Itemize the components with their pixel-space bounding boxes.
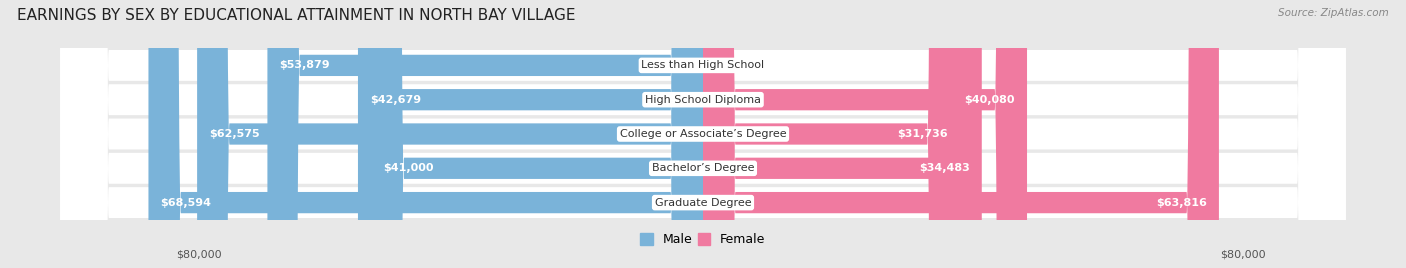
Legend: Male, Female: Male, Female [636, 228, 770, 251]
Text: High School Diploma: High School Diploma [645, 95, 761, 105]
FancyBboxPatch shape [371, 0, 703, 268]
Text: $34,483: $34,483 [920, 163, 970, 173]
Text: EARNINGS BY SEX BY EDUCATIONAL ATTAINMENT IN NORTH BAY VILLAGE: EARNINGS BY SEX BY EDUCATIONAL ATTAINMEN… [17, 8, 575, 23]
FancyBboxPatch shape [60, 0, 1346, 268]
Text: $68,594: $68,594 [160, 198, 211, 208]
Text: $42,679: $42,679 [370, 95, 422, 105]
FancyBboxPatch shape [149, 0, 703, 268]
Text: Less than High School: Less than High School [641, 60, 765, 70]
Text: $62,575: $62,575 [209, 129, 260, 139]
FancyBboxPatch shape [267, 0, 703, 268]
FancyBboxPatch shape [60, 0, 1346, 268]
Text: Graduate Degree: Graduate Degree [655, 198, 751, 208]
Text: $40,080: $40,080 [965, 95, 1015, 105]
Text: $53,879: $53,879 [280, 60, 330, 70]
Text: $63,816: $63,816 [1156, 198, 1206, 208]
Text: $80,000: $80,000 [176, 250, 221, 260]
Text: $0: $0 [716, 60, 730, 70]
FancyBboxPatch shape [703, 0, 981, 268]
FancyBboxPatch shape [60, 0, 1346, 268]
Text: $31,736: $31,736 [897, 129, 948, 139]
FancyBboxPatch shape [703, 0, 1026, 268]
FancyBboxPatch shape [60, 0, 1346, 268]
FancyBboxPatch shape [703, 0, 727, 268]
FancyBboxPatch shape [359, 0, 703, 268]
Text: $41,000: $41,000 [384, 163, 434, 173]
Text: Source: ZipAtlas.com: Source: ZipAtlas.com [1278, 8, 1389, 18]
FancyBboxPatch shape [197, 0, 703, 268]
FancyBboxPatch shape [703, 0, 959, 268]
FancyBboxPatch shape [703, 0, 1219, 268]
Text: $80,000: $80,000 [1220, 250, 1265, 260]
Text: College or Associate’s Degree: College or Associate’s Degree [620, 129, 786, 139]
Text: Bachelor’s Degree: Bachelor’s Degree [652, 163, 754, 173]
FancyBboxPatch shape [60, 0, 1346, 268]
